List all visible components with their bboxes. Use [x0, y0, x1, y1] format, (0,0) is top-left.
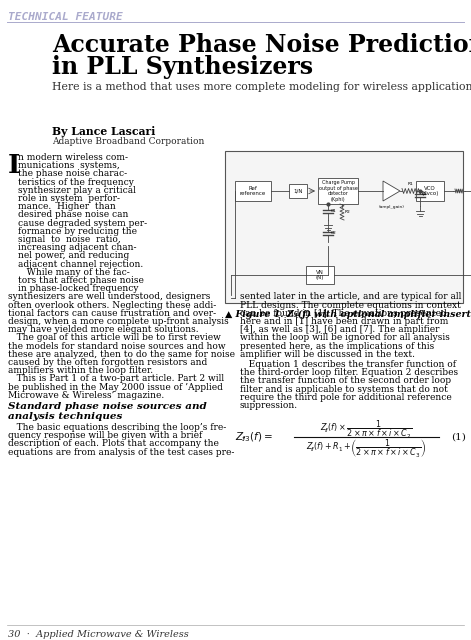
Text: design, when a more complete up-front analysis: design, when a more complete up-front an… — [8, 317, 229, 326]
Text: cause degraded system per-: cause degraded system per- — [18, 219, 147, 228]
Text: the third-order loop filter. Equation 2 describes: the third-order loop filter. Equation 2 … — [240, 368, 458, 377]
Text: desired phase noise can: desired phase noise can — [18, 211, 129, 220]
Text: The goal of this article will be to first review: The goal of this article will be to firs… — [8, 333, 221, 342]
Bar — [318, 178, 358, 204]
Text: (1): (1) — [451, 433, 466, 442]
Text: By Lance Lascari: By Lance Lascari — [52, 126, 155, 137]
Text: Charge Pump
output of phase
detector
(Kphi): Charge Pump output of phase detector (Kp… — [318, 180, 357, 202]
Text: Equation 1 describes the transfer function of: Equation 1 describes the transfer functi… — [240, 360, 456, 369]
Text: amplifiers within the loop filter.: amplifiers within the loop filter. — [8, 366, 153, 375]
Text: munications  systems,: munications systems, — [18, 161, 120, 170]
Polygon shape — [383, 181, 400, 201]
Text: $Z_{\!f\!l}(f)+R_1+\!\left(\dfrac{1}{2\times\pi\times f\times i\times C_3}\right: $Z_{\!f\!l}(f)+R_1+\!\left(\dfrac{1}{2\t… — [307, 438, 427, 460]
Text: suppression.: suppression. — [240, 401, 298, 410]
Text: Adaptive Broadband Corporation: Adaptive Broadband Corporation — [52, 137, 204, 146]
Text: n modern wireless com-: n modern wireless com- — [18, 153, 128, 162]
Text: require the third pole for additional reference: require the third pole for additional re… — [240, 393, 452, 402]
Text: 1/N: 1/N — [293, 189, 303, 193]
Text: C1: C1 — [331, 209, 337, 213]
Text: (ampl_gain): (ampl_gain) — [379, 205, 405, 209]
Text: C2: C2 — [331, 231, 337, 235]
Text: ▲ Figure 1. Z₃(f) with optional amplifier inserted.: ▲ Figure 1. Z₃(f) with optional amplifie… — [225, 310, 471, 319]
Bar — [289, 184, 307, 198]
Text: be published in the May 2000 issue of ’Applied: be published in the May 2000 issue of ’A… — [8, 383, 223, 392]
Text: The basic equations describing the loop’s fre-: The basic equations describing the loop’… — [8, 423, 226, 432]
Text: Ref
reference: Ref reference — [240, 186, 266, 196]
Text: adjacent channel rejection.: adjacent channel rejection. — [18, 260, 143, 269]
Bar — [225, 151, 463, 303]
Bar — [235, 181, 271, 201]
Text: analysis techniques: analysis techniques — [8, 412, 122, 421]
Text: in PLL Synthesizers: in PLL Synthesizers — [52, 55, 313, 79]
Text: PLL designs. The complete equations in context: PLL designs. The complete equations in c… — [240, 301, 461, 310]
Text: increasing adjacent chan-: increasing adjacent chan- — [18, 243, 137, 252]
Text: R1: R1 — [408, 182, 414, 186]
Text: often overlook others. Neglecting these addi-: often overlook others. Neglecting these … — [8, 301, 216, 310]
Text: I: I — [8, 153, 20, 178]
Text: may have yielded more elegant solutions.: may have yielded more elegant solutions. — [8, 325, 199, 334]
Bar — [416, 181, 444, 201]
Text: here and in [1] have been drawn in part from: here and in [1] have been drawn in part … — [240, 317, 448, 326]
Text: Microwave & Wireless’ magazine.: Microwave & Wireless’ magazine. — [8, 391, 164, 400]
Text: description of each. Plots that accompany the: description of each. Plots that accompan… — [8, 440, 219, 449]
Bar — [306, 266, 334, 284]
Text: [4], as well as [3], [6] and [7]. The amplifier: [4], as well as [3], [6] and [7]. The am… — [240, 325, 439, 334]
Text: signal  to  noise  ratio,: signal to noise ratio, — [18, 235, 121, 244]
Text: VN
(N): VN (N) — [316, 269, 324, 280]
Text: synthesizers are well understood, designers: synthesizers are well understood, design… — [8, 292, 211, 301]
Text: $Z_{\!f\!l3}(f)=$: $Z_{\!f\!l3}(f)=$ — [235, 430, 273, 444]
Text: the phase noise charac-: the phase noise charac- — [18, 170, 127, 179]
Text: tors that affect phase noise: tors that affect phase noise — [18, 276, 144, 285]
Text: synthesizer play a critical: synthesizer play a critical — [18, 186, 136, 195]
Text: R2: R2 — [345, 210, 351, 214]
Text: role in system  perfor-: role in system perfor- — [18, 194, 120, 203]
Text: teristics of the frequency: teristics of the frequency — [18, 177, 134, 187]
Text: C3: C3 — [422, 192, 428, 196]
Text: can be found in [1]. The equations presented: can be found in [1]. The equations prese… — [240, 308, 447, 318]
Text: This is Part 1 of a two-part article. Part 2 will: This is Part 1 of a two-part article. Pa… — [8, 374, 224, 383]
Text: While many of the fac-: While many of the fac- — [18, 268, 130, 276]
Text: quency response will be given with a brief: quency response will be given with a bri… — [8, 431, 202, 440]
Text: Here is a method that uses more complete modeling for wireless applications: Here is a method that uses more complete… — [52, 82, 471, 92]
Text: amplifier will be discussed in the text.: amplifier will be discussed in the text. — [240, 350, 415, 359]
Text: Accurate Phase Noise Prediction: Accurate Phase Noise Prediction — [52, 33, 471, 57]
Text: tional factors can cause frustration and over-: tional factors can cause frustration and… — [8, 308, 216, 318]
Text: filter and is applicable to systems that do not: filter and is applicable to systems that… — [240, 385, 448, 394]
Text: equations are from analysis of the test cases pre-: equations are from analysis of the test … — [8, 447, 235, 456]
Text: Standard phase noise sources and: Standard phase noise sources and — [8, 402, 207, 411]
Text: formance by reducing the: formance by reducing the — [18, 227, 137, 236]
Text: sented later in the article, and are typical for all: sented later in the article, and are typ… — [240, 292, 462, 301]
Text: VCO
(Kvco): VCO (Kvco) — [422, 186, 439, 196]
Text: the transfer function of the second order loop: the transfer function of the second orde… — [240, 376, 451, 385]
Text: TECHNICAL FEATURE: TECHNICAL FEATURE — [8, 12, 123, 22]
Text: in phase-locked frequency: in phase-locked frequency — [18, 284, 138, 293]
Text: presented here, as the implications of this: presented here, as the implications of t… — [240, 342, 434, 351]
Text: the models for standard noise sources and how: the models for standard noise sources an… — [8, 342, 226, 351]
Text: nel power, and reducing: nel power, and reducing — [18, 252, 129, 260]
Text: $Z_{\!f\!l}(f)\times\dfrac{1}{2\times\pi\times f\times i\times C_2}$: $Z_{\!f\!l}(f)\times\dfrac{1}{2\times\pi… — [320, 419, 413, 441]
Text: these are analyzed, then to do the same for noise: these are analyzed, then to do the same … — [8, 350, 235, 359]
Text: mance.  Higher  than: mance. Higher than — [18, 202, 116, 211]
Text: caused by the often forgotten resistors and: caused by the often forgotten resistors … — [8, 358, 207, 367]
Text: 30  ·  Applied Microwave & Wireless: 30 · Applied Microwave & Wireless — [8, 630, 189, 639]
Text: within the loop will be ignored for all analysis: within the loop will be ignored for all … — [240, 333, 450, 342]
